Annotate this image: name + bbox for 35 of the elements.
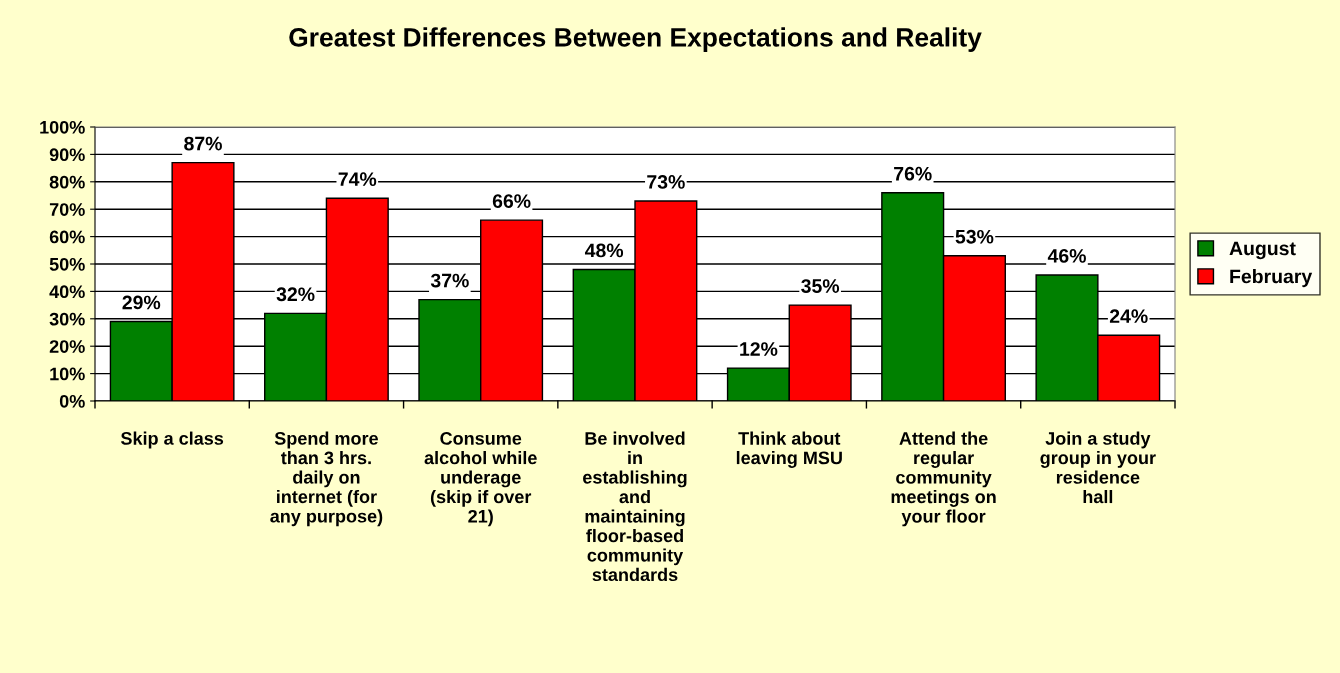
legend-label: February: [1230, 269, 1313, 288]
x-tick-label: Think about leaving MSU: [736, 431, 842, 468]
x-tick-label: Skip a class: [120, 431, 224, 449]
legend-label: August: [1229, 241, 1296, 260]
x-tick-label: Attend the regular community meetings on your floor: [891, 431, 996, 527]
data-label: 46%: [1047, 249, 1086, 263]
y-tick-label: 80%: [49, 175, 85, 189]
y-tick-label: 20%: [49, 340, 85, 353]
data-label: 76%: [894, 166, 932, 181]
y-tick-label: 30%: [49, 312, 85, 326]
x-tick-label: Join a study group in your residence hall: [1040, 431, 1156, 504]
y-tick-label: 50%: [49, 257, 85, 271]
data-label: 37%: [430, 273, 469, 288]
x-tick-label: Spend more than 3 hrs. daily on internet (for any purpose): [270, 431, 383, 527]
data-label: 48%: [584, 243, 624, 258]
y-tick-label: 10%: [50, 367, 85, 381]
data-label: 53%: [955, 229, 994, 244]
data-label: 24%: [1109, 309, 1148, 324]
data-label: 66%: [492, 194, 531, 208]
data-label: 35%: [801, 279, 840, 293]
data-label: 74%: [338, 172, 377, 187]
y-tick-label: 0%: [59, 394, 85, 408]
y-tick-label: 60%: [49, 230, 85, 244]
data-label: 32%: [276, 287, 315, 302]
y-tick-label: 40%: [49, 285, 85, 299]
data-label: 12%: [740, 342, 778, 356]
y-tick-label: 70%: [49, 203, 85, 216]
data-label: 73%: [647, 175, 685, 189]
data-label: 29%: [122, 295, 161, 310]
x-tick-label: Be involved in establishing and maintaining floor-based community standards: [583, 431, 687, 582]
y-tick-label: 100%: [40, 120, 85, 134]
y-tick-label: 90%: [49, 148, 85, 162]
chart-title: Greatest Differences Between Expectations and Reality: [289, 27, 982, 52]
data-label: 87%: [184, 136, 222, 151]
x-tick-label: Consume alcohol while underage (skip if over 21): [424, 432, 537, 527]
